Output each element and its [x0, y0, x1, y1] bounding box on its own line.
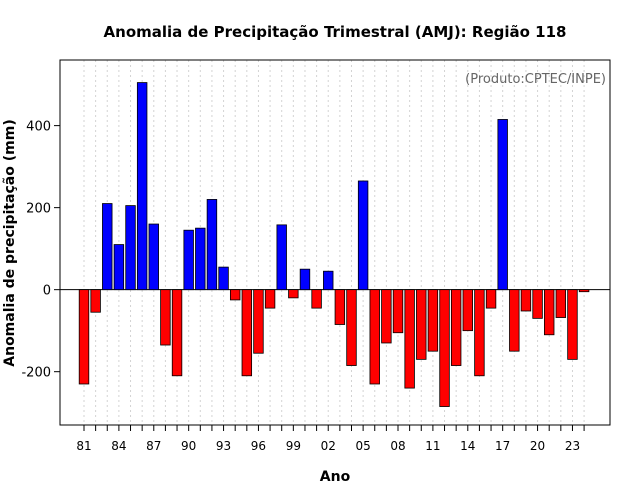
bar-1983 — [102, 203, 113, 291]
bar-1994 — [229, 289, 241, 301]
x-tick-label: 84 — [111, 439, 126, 453]
bar-1984 — [113, 244, 125, 291]
bar-2013 — [450, 289, 462, 366]
bar-1996 — [253, 289, 264, 354]
bar-2018 — [509, 289, 520, 352]
bar-1993 — [218, 266, 229, 291]
bar-2004 — [346, 289, 357, 366]
x-tick-label: 23 — [565, 439, 580, 453]
bar-1995 — [241, 289, 253, 377]
bar-1989 — [171, 289, 183, 377]
x-tick-label: 08 — [390, 439, 405, 453]
x-tick-label: 99 — [286, 439, 301, 453]
x-tick-label: 87 — [146, 439, 161, 453]
product-annotation: (Produto:CPTEC/INPE) — [465, 72, 606, 87]
x-tick-label: 05 — [355, 439, 370, 453]
bar-2008 — [392, 289, 404, 334]
x-tick-label: 81 — [76, 439, 91, 453]
bar-1988 — [160, 289, 171, 346]
bar-2015 — [474, 289, 485, 377]
y-axis-label: Anomalia de precipitação (mm) — [2, 119, 18, 366]
y-tick-label: -200 — [21, 366, 51, 381]
y-tick-label: 400 — [26, 120, 51, 135]
bar-2005 — [357, 180, 369, 291]
bar-2000 — [299, 268, 311, 291]
bar-2021 — [544, 289, 555, 336]
bar-2014 — [462, 289, 473, 332]
bar-2024 — [578, 289, 590, 293]
x-tick-label: 96 — [251, 439, 266, 453]
y-tick-label: 0 — [43, 284, 51, 299]
bar-2019 — [520, 289, 532, 312]
bar-1991 — [195, 227, 206, 291]
bar-2009 — [404, 289, 415, 389]
bar-2002 — [323, 270, 334, 291]
bar-1982 — [90, 289, 101, 313]
x-tick-label: 02 — [321, 439, 336, 453]
bar-2020 — [532, 289, 543, 319]
x-tick-label: 93 — [216, 439, 231, 453]
bar-2017 — [497, 119, 508, 291]
x-tick-label: 11 — [425, 439, 440, 453]
bar-1990 — [183, 229, 194, 291]
bar-1986 — [136, 82, 148, 291]
bar-2011 — [427, 289, 439, 352]
x-tick-label: 17 — [495, 439, 510, 453]
bar-2007 — [381, 289, 392, 344]
x-tick-label: 90 — [181, 439, 196, 453]
x-axis: 81 84 87 90 93 96 99 02 05 08 11 14 17 20 23 — [76, 425, 585, 453]
y-axis: -200 0 200 400 — [21, 120, 60, 381]
bar-2022 — [555, 289, 567, 318]
bar-1992 — [206, 199, 218, 291]
grid-lines — [83, 60, 585, 425]
bar-2003 — [334, 289, 346, 325]
bar-1998 — [276, 224, 287, 291]
y-tick-label: 200 — [26, 202, 51, 217]
chart-title: Anomalia de Precipitação Trimestral (AMJ… — [104, 23, 567, 41]
bar-1981 — [78, 289, 90, 385]
bar-series — [78, 82, 590, 407]
bar-1985 — [125, 205, 136, 291]
bar-1987 — [148, 223, 159, 291]
bar-1997 — [264, 289, 276, 309]
bar-2016 — [485, 289, 497, 309]
bar-2010 — [416, 289, 427, 360]
bar-2006 — [369, 289, 380, 385]
x-axis-label: Ano — [320, 469, 351, 485]
bar-2001 — [311, 289, 322, 309]
bar-2012 — [439, 289, 450, 407]
plot-frame — [59, 59, 611, 426]
x-tick-label: 20 — [530, 439, 545, 453]
bar-1999 — [288, 289, 299, 299]
x-tick-label: 14 — [460, 439, 475, 453]
bar-2023 — [567, 289, 578, 360]
